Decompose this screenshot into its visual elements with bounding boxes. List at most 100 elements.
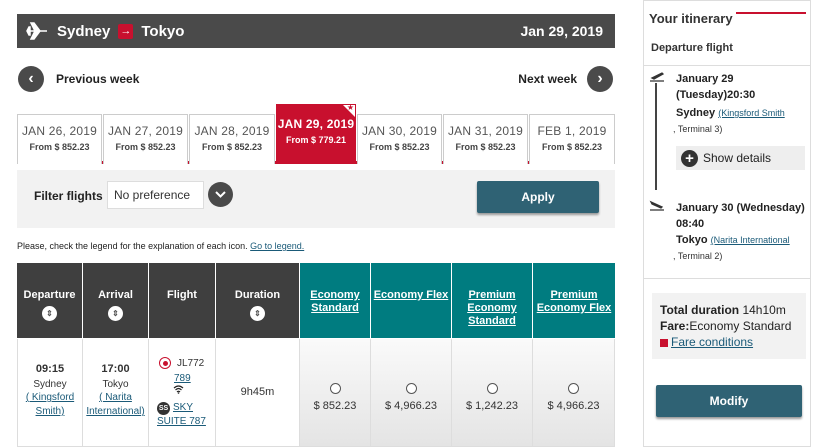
departure-city: Sydney: [676, 107, 716, 119]
date-tab-jan-28[interactable]: JAN 28, 2019 From $ 852.23: [189, 114, 275, 164]
date-tab-date: JAN 26, 2019: [21, 124, 98, 138]
aircraft-link[interactable]: 789: [174, 373, 191, 384]
date-tab-date: JAN 27, 2019: [107, 124, 184, 138]
cell-flight: JL772 789 SS SKY SUITE 787: [149, 339, 216, 447]
date-selector: JAN 26, 2019 From $ 852.23 JAN 27, 2019 …: [17, 103, 615, 164]
date-tab-price: From $ 852.23: [201, 142, 263, 152]
filter-dropdown-button[interactable]: [208, 182, 233, 207]
header-label: Arrival: [98, 289, 133, 301]
header-flight: Flight: [149, 263, 216, 338]
fare-premium-economy-standard[interactable]: $ 1,242.23: [452, 339, 533, 447]
fare-radio[interactable]: [568, 383, 579, 394]
filter-select[interactable]: No preference: [107, 181, 204, 209]
date-tab-price: From $ 852.23: [541, 142, 603, 152]
modify-button[interactable]: Modify: [656, 385, 802, 417]
header-economy-standard[interactable]: Economy Standard: [300, 263, 371, 338]
arrival-datetime: January 30 (Wednesday) 08:40: [676, 202, 805, 230]
fare-radio[interactable]: [486, 383, 498, 394]
cell-duration: 9h45m: [216, 339, 300, 447]
sort-icon[interactable]: ⇕: [108, 306, 123, 321]
flights-table: Departure ⇕ Arrival ⇕ Flight Duration ⇕ …: [17, 263, 615, 447]
fare-radio[interactable]: [405, 383, 417, 394]
next-week-button[interactable]: ›: [587, 66, 613, 92]
departure-terminal: , Terminal 3): [673, 124, 723, 134]
plus-icon: +: [681, 149, 698, 167]
wifi-icon: [173, 385, 184, 397]
header-departure: Departure ⇕: [17, 263, 83, 338]
departure-datetime: January 29 (Tuesday)20:30: [676, 73, 756, 101]
divider: [644, 65, 810, 66]
itinerary-panel: Your itinerary Departure flight January …: [643, 0, 811, 447]
date-tab-price: From $ 779.21: [285, 135, 347, 145]
next-week-label[interactable]: Next week: [518, 72, 577, 86]
header-label: Duration: [234, 289, 281, 301]
date-tab-price: From $ 852.23: [455, 142, 516, 152]
filter-label: Filter flights: [34, 189, 103, 203]
arrival-airport-link[interactable]: ( Narita International): [86, 392, 145, 417]
sort-icon[interactable]: ⇕: [42, 306, 57, 321]
header-economy-flex[interactable]: Economy Flex: [371, 263, 452, 338]
legend-text: Please, check the legend for the explana…: [17, 241, 248, 251]
header-premium-economy-standard[interactable]: Premium Economy Standard: [452, 263, 533, 338]
cell-departure: 09:15 Sydney ( Kingsford Smith): [17, 339, 83, 447]
apply-button[interactable]: Apply: [477, 181, 599, 213]
fare-conditions-link[interactable]: Fare conditions: [671, 335, 754, 349]
flight-selection-panel: Sydney → Tokyo Jan 29, 2019 ‹ Previous w…: [17, 14, 615, 447]
timeline-line: [655, 83, 657, 190]
departure-city: Sydney: [33, 379, 67, 390]
header-label: Premium Economy Standard: [467, 289, 517, 327]
sort-icon[interactable]: ⇕: [250, 306, 265, 321]
legend-note: Please, check the legend for the explana…: [17, 241, 304, 251]
fare-summary: Total duration 14h10m Fare:Economy Stand…: [652, 293, 806, 359]
date-tab-date: JAN 30, 2019: [361, 124, 438, 138]
previous-week-button[interactable]: ‹: [18, 66, 44, 92]
fare-price: $ 852.23: [313, 400, 357, 412]
legend-link[interactable]: Go to legend.: [250, 241, 305, 251]
fare-premium-economy-flex[interactable]: $ 4,966.23: [533, 339, 615, 447]
chevron-right-icon: ›: [597, 70, 603, 87]
date-tab-feb-1[interactable]: FEB 1, 2019 From $ 852.23: [529, 114, 615, 164]
arrival-city: Tokyo: [676, 234, 708, 246]
date-tab-jan-30[interactable]: JAN 30, 2019 From $ 852.23: [357, 114, 442, 164]
departure-time: 09:15: [35, 363, 65, 375]
departure-flight-heading: Departure flight: [651, 42, 733, 54]
fare-radio[interactable]: [329, 383, 341, 394]
duration-value: 9h45m: [240, 386, 275, 398]
date-tab-price: From $ 852.23: [115, 142, 176, 152]
takeoff-icon: [650, 72, 665, 82]
header-label: Flight: [167, 289, 197, 301]
date-tab-date: FEB 1, 2019: [537, 124, 607, 138]
corner-fold: [343, 105, 355, 117]
fare-value: Economy Standard: [689, 319, 792, 333]
date-tab-price: From $ 852.23: [29, 142, 90, 152]
previous-week-label[interactable]: Previous week: [56, 72, 140, 86]
departure-segment: January 29 (Tuesday)20:30 Sydney (Kingsf…: [673, 71, 806, 134]
total-duration-value: 14h10m: [742, 303, 786, 317]
date-tab-jan-27[interactable]: JAN 27, 2019 From $ 852.23: [103, 114, 188, 164]
arrival-city: Tokyo: [102, 379, 129, 390]
fare-economy-standard[interactable]: $ 852.23: [300, 339, 371, 447]
arrival-segment: January 30 (Wednesday) 08:40 Tokyo (Nari…: [673, 200, 808, 261]
arrival-time: 17:00: [101, 363, 130, 375]
seat-icon: SS: [157, 402, 170, 415]
date-tab-jan-31[interactable]: JAN 31, 2019 From $ 852.23: [443, 114, 528, 164]
divider: [644, 278, 810, 279]
seat-info: SS SKY SUITE 787: [157, 401, 215, 428]
date-tab-date: JAN 28, 2019: [194, 124, 270, 138]
date-tab-date: JAN 29, 2019: [277, 117, 355, 131]
show-details-label: Show details: [703, 151, 772, 165]
seat-link[interactable]: SKY SUITE 787: [157, 402, 206, 427]
header-label: Departure: [23, 289, 76, 301]
header-duration: Duration ⇕: [216, 263, 300, 338]
arrival-airport-link[interactable]: (Narita International: [710, 235, 790, 245]
date-tab-jan-26[interactable]: JAN 26, 2019 From $ 852.23: [17, 114, 102, 164]
header-label: Economy Flex: [373, 289, 449, 301]
departure-airport-link[interactable]: ( Kingsford Smith): [25, 392, 75, 417]
header-label: Premium Economy Flex: [536, 289, 612, 314]
header-premium-economy-flex[interactable]: Premium Economy Flex: [533, 263, 615, 338]
arrow-right-icon: →: [118, 23, 134, 39]
fare-economy-flex[interactable]: $ 4,966.23: [371, 339, 452, 447]
show-details-button[interactable]: + Show details: [676, 146, 805, 170]
departure-airport-link[interactable]: (Kingsford Smith: [718, 108, 785, 118]
date-tab-jan-29-selected[interactable]: ★ JAN 29, 2019 From $ 779.21: [276, 103, 356, 164]
